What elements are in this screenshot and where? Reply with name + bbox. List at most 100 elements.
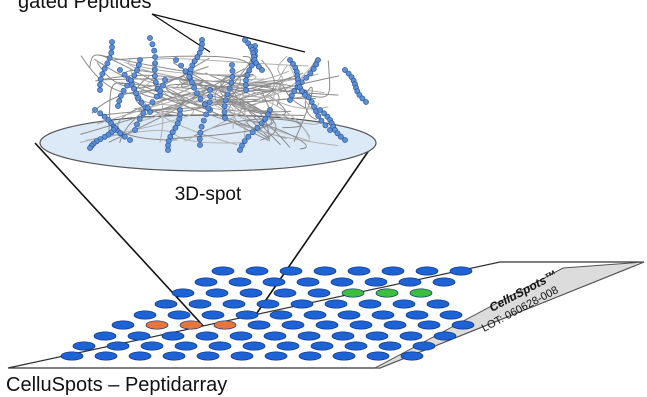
peptide-bead <box>310 66 317 72</box>
peptide-bead <box>121 71 128 78</box>
array-spot <box>205 288 229 298</box>
fiber <box>293 86 317 143</box>
peptide-bead <box>127 137 133 143</box>
peptide-bead <box>137 57 143 63</box>
array-spot <box>239 288 263 298</box>
peptide-bead <box>149 41 156 48</box>
peptide-bead <box>134 121 140 128</box>
fiber <box>91 90 185 114</box>
array-spot <box>273 288 297 298</box>
peptide-bead <box>207 93 214 99</box>
peptide-bead <box>248 62 255 69</box>
fiber <box>96 70 289 125</box>
array-spot <box>310 341 334 351</box>
peptide-bead <box>147 35 153 41</box>
label-pointer-lines <box>151 13 306 53</box>
peptide-bead <box>193 90 200 97</box>
peptide-bead <box>315 113 322 119</box>
peptide-bead <box>101 65 108 72</box>
peptide-bead <box>138 99 145 106</box>
peptide-bead <box>108 49 115 56</box>
array-spot <box>228 277 252 287</box>
peptide-bead <box>99 71 106 77</box>
peptide-bead <box>188 79 195 86</box>
peptide-bead <box>124 82 130 89</box>
array-spot <box>433 331 457 341</box>
array-spot <box>324 299 348 309</box>
peptide-bead <box>97 76 104 83</box>
peptide-bead <box>87 145 93 151</box>
peptide-bead <box>131 72 138 79</box>
peptide-bead <box>162 77 168 83</box>
array-spot <box>154 299 178 309</box>
peptide-bead <box>249 129 256 136</box>
peptide-array-slide: CelluSpots™ LOT: 060628-008 <box>7 261 645 369</box>
peptide-bead <box>152 60 158 67</box>
array-spot <box>298 351 322 361</box>
peptide-bead <box>115 103 121 109</box>
fiber <box>127 57 203 109</box>
array-spot <box>331 331 355 341</box>
peptide-bead <box>151 73 158 79</box>
peptide-bead <box>254 124 261 131</box>
peptide-bead <box>342 137 348 143</box>
peptide-chains <box>87 35 369 153</box>
peptide-bead <box>186 73 192 80</box>
array-spot <box>196 351 220 361</box>
peptide-bead <box>135 95 142 101</box>
array-spot <box>307 288 331 298</box>
peptide-bead <box>157 88 164 94</box>
fiber <box>193 118 302 137</box>
peptide-bead <box>334 130 341 137</box>
array-spot <box>208 341 232 351</box>
peptide-bead <box>291 88 298 94</box>
peptide-bead <box>229 68 236 74</box>
peptide-bead <box>342 67 348 73</box>
peptide-bead <box>207 87 213 93</box>
slide-label-area <box>374 261 645 369</box>
array-spot <box>145 320 169 330</box>
array-spot <box>60 351 84 361</box>
fiber <box>124 70 277 141</box>
array-spot <box>269 310 293 320</box>
peptide-bead <box>302 92 308 98</box>
peptide-bead <box>178 62 184 69</box>
peptide-bead <box>121 133 128 140</box>
peptide-bead <box>182 68 189 74</box>
array-spot <box>111 320 135 330</box>
array-spot <box>174 341 198 351</box>
peptide-bead <box>135 62 142 68</box>
spot-label: 3D-spot <box>175 184 242 205</box>
peptide-bead <box>337 133 344 140</box>
peptide-bead <box>191 84 198 91</box>
array-spot <box>415 266 439 276</box>
fiber <box>119 94 291 148</box>
peptide-bead <box>152 54 158 60</box>
spot-3d <box>39 35 377 172</box>
peptide-bead <box>101 113 108 120</box>
fiber <box>176 68 340 112</box>
fiber <box>96 62 209 89</box>
array-spot <box>194 277 218 287</box>
peptide-bead <box>221 103 228 110</box>
array-spot <box>235 310 259 320</box>
fiber <box>184 55 288 142</box>
array-spot <box>332 351 356 361</box>
peptide-bead <box>200 117 207 124</box>
peptide-bead <box>109 44 115 51</box>
array-spot <box>211 266 235 276</box>
array-spot <box>364 277 388 287</box>
peptide-bead <box>201 101 208 108</box>
peptide-bead <box>307 70 314 77</box>
fiber <box>169 62 272 140</box>
peptide-bead <box>172 124 179 131</box>
peptide-bead <box>259 67 265 73</box>
array-spot <box>375 288 399 298</box>
array-spot <box>378 341 402 351</box>
fiber <box>246 120 307 150</box>
peptide-bead <box>104 60 111 67</box>
array-spot <box>405 310 429 320</box>
caption: CelluSpots – Peptidarray <box>6 374 227 396</box>
array-spot <box>399 331 423 341</box>
peptide-bead <box>134 67 140 74</box>
